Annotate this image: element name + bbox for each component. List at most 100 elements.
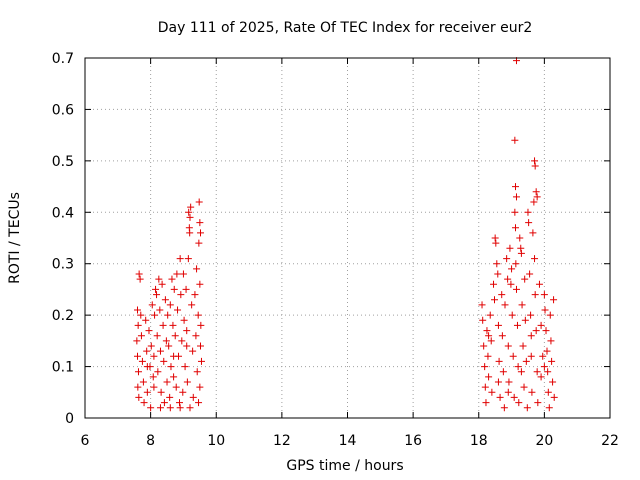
data-point [503,255,511,263]
data-point [495,357,503,365]
data-point [147,404,155,412]
data-point [479,316,487,324]
y-tick-label: 0.3 [52,257,74,273]
data-point [508,265,516,273]
data-point [192,332,200,340]
data-point [504,388,512,396]
y-tick-label: 0.4 [52,205,74,221]
data-point [507,280,515,288]
data-point [510,393,518,401]
x-axis-label: GPS time / hours [286,458,403,474]
data-point [498,332,506,340]
data-point [182,285,190,293]
data-point [512,285,520,293]
data-point [163,378,171,386]
data-point [171,332,179,340]
x-tick-label: 18 [470,433,488,449]
data-point [533,193,541,201]
data-point [545,404,553,412]
data-point [154,368,162,376]
data-point [505,378,513,386]
data-point [135,270,143,278]
data-point [148,301,156,309]
data-point [183,378,191,386]
data-point [184,255,192,263]
y-tick-label: 0 [65,411,74,427]
data-point [167,363,175,371]
data-point [139,378,147,386]
data-point [170,373,178,381]
data-point [511,208,519,216]
data-point [517,249,525,257]
data-point [483,327,491,335]
data-point [493,260,501,268]
data-point [521,275,529,283]
y-tick-label: 0.5 [52,154,74,170]
data-point [176,255,184,263]
data-point [153,332,161,340]
data-point [169,321,177,329]
data-point [159,321,167,329]
data-point [188,301,196,309]
data-point [181,363,189,371]
x-tick-label: 6 [81,433,90,449]
data-point [539,352,547,360]
data-point [547,337,555,345]
data-point [143,347,151,355]
data-point [490,280,498,288]
data-point [484,352,492,360]
data-point [133,337,141,345]
data-point [170,352,178,360]
grid-lines [85,58,610,418]
data-point [156,306,164,314]
data-point [189,393,197,401]
data-point [527,311,535,319]
data-point [134,321,142,329]
data-point [542,327,550,335]
data-point [512,183,519,191]
data-point [195,239,203,247]
data-point [530,198,538,206]
axis-ticks: 6 8 10 12 14 16 18 20 22 0 0.1 0.2 0.3 0.4 0.5 0.6 0.7 [52,51,619,449]
data-point [548,357,556,365]
data-point [527,352,535,360]
data-point [517,244,525,252]
data-point [482,399,490,407]
y-tick-label: 0.6 [52,102,74,118]
data-point [150,383,158,391]
data-point [541,306,549,314]
data-point [537,321,545,329]
data-point [197,357,205,365]
data-point [509,352,517,360]
data-point [156,347,164,355]
data-point [533,368,541,376]
data-point [180,316,188,324]
data-point [137,311,145,319]
data-point [501,301,509,309]
data-point [534,399,542,407]
data-point [500,404,508,412]
data-point [143,388,151,396]
data-point [166,404,174,412]
data-point [494,270,502,278]
data-point [197,342,204,350]
data-point [193,368,201,376]
data-point [183,327,191,335]
data-point [485,373,493,381]
data-point [512,193,520,201]
data-point [532,188,540,196]
data-point [494,378,502,386]
y-tick-label: 0.1 [52,360,74,376]
data-point [517,368,525,376]
data-point [158,280,166,288]
data-point [488,388,496,396]
data-point [161,296,169,304]
data-point [492,239,500,247]
data-point [176,404,184,412]
data-point [506,244,514,252]
data-point [150,352,158,360]
data-point [193,265,201,273]
data-point [508,311,516,319]
data-point [189,347,197,355]
data-point [549,378,557,386]
